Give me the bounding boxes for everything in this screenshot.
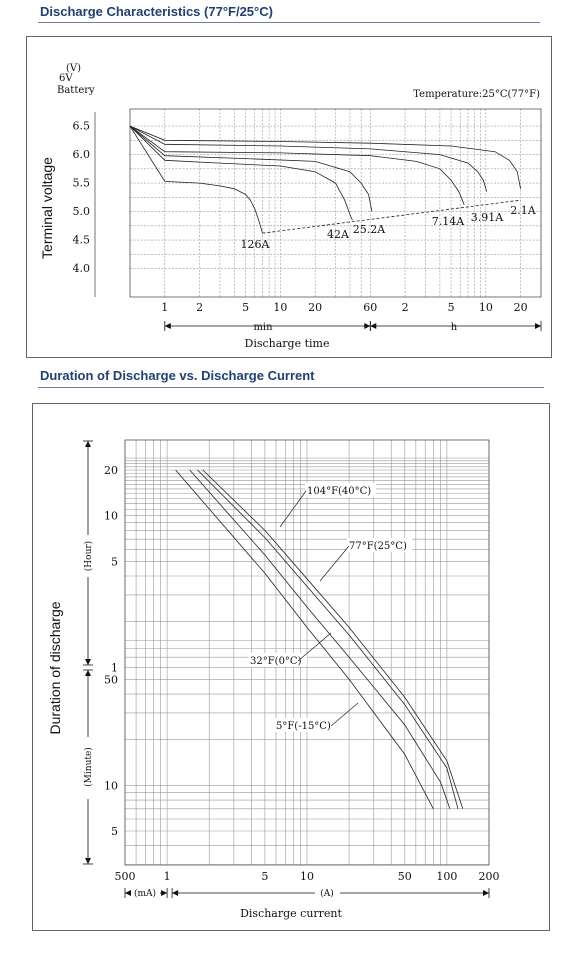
x-tick-label-min: 10 — [273, 301, 287, 314]
y-tick-label-hour: 10 — [104, 510, 118, 523]
duration-axis-title: Duration of discharge — [47, 601, 63, 734]
hour-unit-label: h — [451, 322, 458, 333]
range-arrowhead — [172, 890, 179, 896]
range-arrowhead — [535, 323, 541, 329]
y-tick-label: 4.5 — [73, 234, 91, 247]
series-label-2: 32°F(0°C) — [250, 656, 302, 667]
series-label-7-14a: 7.14A — [432, 215, 465, 228]
series-label-42a: 42A — [327, 228, 350, 241]
range-arrowhead — [125, 890, 131, 896]
x-tick-label-hour: 5 — [448, 301, 455, 314]
y-tick-label-minute: 10 — [104, 779, 118, 792]
top-title-rule — [38, 22, 540, 23]
series-leader-line — [279, 490, 307, 528]
y-tick-label: 4.0 — [73, 262, 91, 275]
minute-unit-label: (Minute) — [83, 747, 94, 787]
series-label-3-91a: 3.91A — [471, 211, 504, 224]
ma-unit-label: (mA) — [134, 888, 156, 899]
curve-3-91a — [129, 125, 488, 192]
x-tick-label: 5 — [261, 870, 268, 883]
x-tick-label-min: 1 — [161, 301, 168, 314]
y-tick-label-hour: 5 — [111, 555, 118, 568]
curve-25-2a — [129, 125, 373, 212]
range-arrowhead — [85, 858, 91, 864]
x-tick-label: 200 — [479, 870, 500, 883]
curve-series-3 — [175, 469, 434, 809]
range-arrowhead — [483, 890, 489, 896]
a-unit-label: (A) — [320, 888, 334, 899]
series-label-2-1a: 2.1A — [510, 204, 536, 217]
y-tick-label: 5.0 — [73, 205, 91, 218]
curve-series-1 — [197, 469, 459, 809]
y-tick-label-minute: 5 — [111, 825, 118, 838]
x-tick-label-min: 60 — [363, 301, 377, 314]
curve-series-0 — [202, 469, 464, 809]
min-unit-label: min — [253, 322, 273, 333]
series-leader-line — [297, 632, 332, 662]
curve-7-14a — [129, 125, 465, 205]
battery-voltage-label: 6V — [59, 73, 73, 84]
x-tick-label-hour: 2 — [402, 301, 409, 314]
x-tick-label: 100 — [436, 870, 457, 883]
series-label-1: 77°F(25°C) — [349, 541, 407, 552]
y-tick-label: 5.5 — [73, 177, 91, 190]
x-tick-label-min: 20 — [308, 301, 322, 314]
range-arrowhead — [85, 659, 91, 665]
series-label-25-2a: 25.2A — [353, 223, 386, 236]
y-tick-label: 6.5 — [73, 120, 91, 133]
x-tick-label-min: 5 — [242, 301, 249, 314]
x-tick-label: 10 — [300, 870, 314, 883]
discharge-current-axis-title: Discharge current — [240, 907, 342, 920]
x-tick-label: 500 — [115, 870, 136, 883]
end-voltage-line — [262, 199, 521, 234]
range-arrowhead — [85, 441, 91, 447]
range-arrowhead — [364, 323, 371, 329]
curve-series-2 — [189, 469, 451, 809]
plot-frame — [129, 108, 542, 298]
series-label-3: 5°F(-15°C) — [276, 721, 331, 732]
y-tick-label-hour: 1 — [111, 661, 118, 674]
y-tick-label-hour: 20 — [104, 464, 118, 477]
discharge-characteristics-panel — [26, 36, 552, 358]
x-tick-label-hour: 10 — [479, 301, 493, 314]
range-arrowhead — [85, 670, 91, 676]
series-label-bg — [347, 538, 412, 552]
series-label-bg — [248, 653, 307, 667]
range-arrowhead — [161, 890, 168, 896]
range-arrowhead — [164, 323, 171, 329]
discharge-characteristics-title: Discharge Characteristics (77°F/25°C) — [40, 4, 273, 19]
temperature-annotation: Temperature:25°C(77°F) — [413, 89, 540, 100]
x-tick-label-min: 2 — [196, 301, 203, 314]
series-label-126a: 126A — [241, 238, 271, 251]
series-label-bg — [274, 718, 339, 732]
bottom-title-rule — [38, 387, 544, 388]
x-tick-label: 50 — [398, 870, 412, 883]
plot-frame — [124, 439, 490, 866]
series-leader-line — [319, 545, 350, 582]
series-label-bg — [305, 483, 377, 497]
x-tick-label: 1 — [164, 870, 171, 883]
series-leader-line — [330, 702, 359, 727]
battery-label: Battery — [57, 85, 95, 96]
voltage-unit-label: (V) — [66, 63, 81, 74]
curve-2-1a — [129, 125, 521, 189]
x-tick-label-hour: 20 — [514, 301, 528, 314]
duration-vs-current-title: Duration of Discharge vs. Discharge Curr… — [40, 368, 315, 383]
discharge-time-axis-title: Discharge time — [245, 337, 330, 350]
curve-126a — [129, 125, 263, 234]
y-tick-label: 6.0 — [73, 148, 91, 161]
curve-42a — [129, 125, 353, 221]
terminal-voltage-axis-title: Terminal voltage — [39, 157, 55, 259]
range-arrowhead — [370, 323, 377, 329]
y-tick-label-minute: 50 — [104, 673, 118, 686]
hour-unit-label: (Hour) — [83, 541, 94, 571]
series-label-0: 104°F(40°C) — [307, 486, 371, 497]
